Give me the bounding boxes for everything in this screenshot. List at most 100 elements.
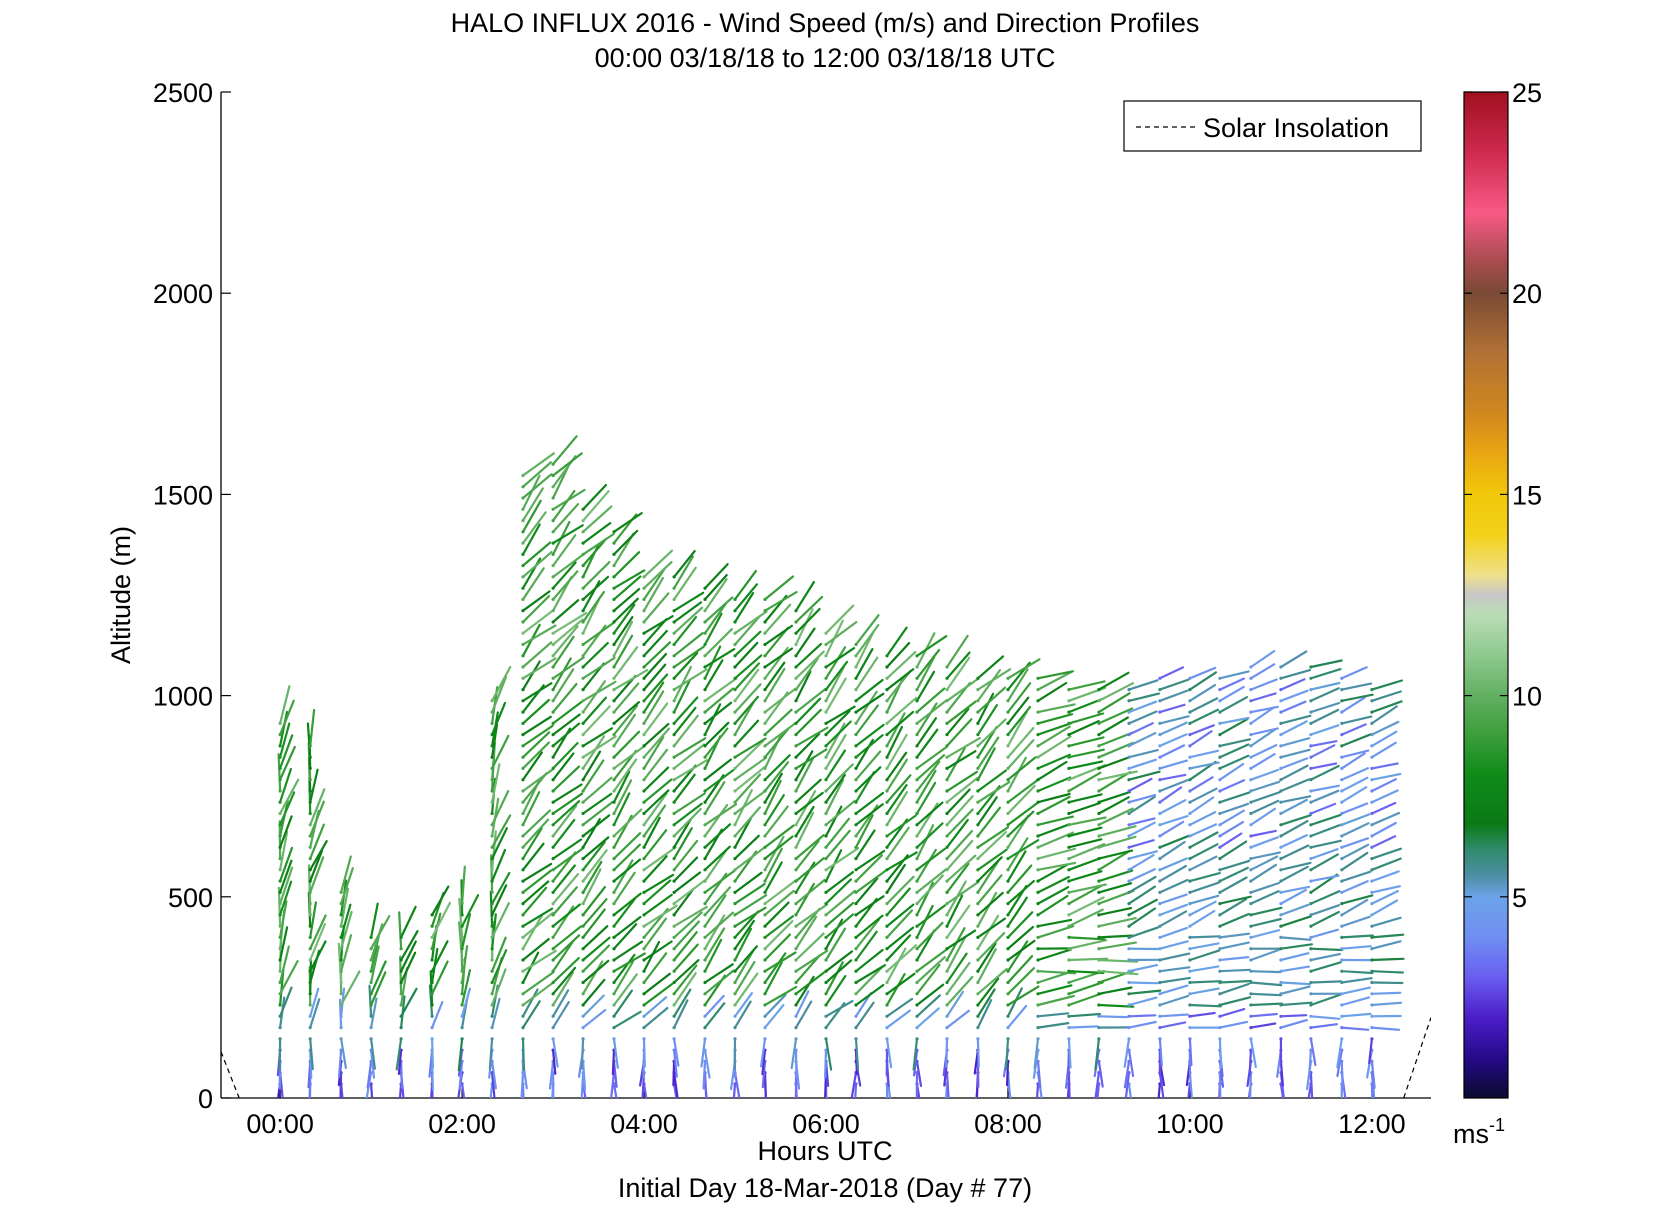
wind-vector-tail bbox=[642, 1003, 646, 1007]
wind-vector bbox=[458, 897, 464, 939]
wind-vector bbox=[1036, 847, 1077, 860]
wind-vector bbox=[1067, 712, 1105, 725]
wind-vector bbox=[794, 954, 821, 984]
wind-vector-tail bbox=[945, 890, 949, 895]
wind-vector bbox=[794, 757, 815, 793]
wind-vector-tail bbox=[854, 789, 858, 793]
y-tick-label: 2000 bbox=[153, 279, 213, 309]
wind-vector-tail bbox=[612, 992, 616, 996]
wind-vector-tail bbox=[521, 676, 525, 680]
wind-vector bbox=[1127, 898, 1158, 917]
wind-vector bbox=[1218, 866, 1249, 883]
wind-vector-tail bbox=[278, 992, 282, 996]
wind-vector-tail bbox=[642, 688, 646, 692]
wind-vector bbox=[915, 824, 935, 860]
wind-vector bbox=[1067, 856, 1103, 871]
wind-vector-tail bbox=[551, 462, 555, 466]
wind-vector-tail bbox=[490, 800, 494, 804]
wind-vector-tail bbox=[1036, 699, 1040, 703]
wind-vector-tail bbox=[521, 654, 525, 658]
wind-vector-tail bbox=[521, 868, 525, 872]
wind-vector bbox=[521, 541, 552, 567]
wind-vector-tail bbox=[854, 665, 858, 669]
wind-vector-tail bbox=[490, 868, 494, 872]
wind-vector-tail bbox=[1188, 800, 1192, 804]
wind-vector bbox=[1036, 670, 1073, 691]
wind-vector bbox=[1067, 698, 1103, 714]
wind-vector-tail bbox=[824, 789, 828, 793]
wind-vector bbox=[612, 859, 634, 894]
wind-vector bbox=[461, 894, 480, 928]
wind-vector-tail bbox=[490, 1014, 494, 1018]
wind-vector-tail bbox=[430, 935, 434, 940]
wind-vector bbox=[521, 1000, 541, 1029]
wind-vector bbox=[824, 620, 858, 646]
wind-vector-tail bbox=[1370, 1003, 1374, 1007]
wind-vector-tail bbox=[1249, 935, 1253, 940]
wind-vector-tail bbox=[278, 969, 282, 973]
wind-vector-tail bbox=[824, 823, 828, 827]
wind-vector bbox=[1370, 679, 1404, 691]
wind-vector bbox=[885, 758, 909, 793]
wind-vector-tail bbox=[1036, 913, 1040, 917]
wind-vector-tail bbox=[733, 902, 737, 906]
wind-vector-tail bbox=[1158, 834, 1162, 838]
wind-vector bbox=[612, 897, 637, 928]
wind-vector bbox=[703, 573, 728, 601]
wind-vector bbox=[1158, 678, 1190, 691]
wind-vector-tail bbox=[1067, 980, 1071, 985]
wind-vector-tail bbox=[1188, 676, 1192, 680]
wind-vector bbox=[1309, 701, 1341, 714]
wind-vector bbox=[1097, 906, 1133, 917]
wind-vector bbox=[1370, 991, 1402, 995]
wind-vector bbox=[854, 647, 874, 680]
wind-vector-tail bbox=[1279, 721, 1283, 726]
wind-vector-tail bbox=[1127, 699, 1131, 703]
wind-vector-tail bbox=[885, 811, 889, 816]
wind-vector bbox=[1309, 744, 1336, 759]
wind-vector-tail bbox=[1097, 744, 1101, 748]
wind-vector-tail bbox=[581, 845, 585, 849]
wind-vector-tail bbox=[1067, 811, 1071, 816]
wind-vector bbox=[1218, 743, 1250, 759]
wind-vector-tail bbox=[551, 879, 555, 883]
wind-vector-tail bbox=[763, 597, 767, 602]
wind-vector bbox=[915, 717, 938, 748]
wind-vector bbox=[945, 770, 979, 793]
wind-vector-tail bbox=[1279, 879, 1283, 883]
wind-vector bbox=[733, 1000, 752, 1029]
wind-vector bbox=[551, 435, 578, 466]
wind-vector bbox=[915, 847, 947, 871]
wind-vector-tail bbox=[672, 800, 676, 804]
wind-vector-tail bbox=[854, 710, 858, 714]
wind-vector-tail bbox=[490, 980, 494, 985]
wind-vector bbox=[854, 983, 885, 1007]
wind-vector bbox=[976, 917, 1007, 939]
wind-vector-tail bbox=[1158, 811, 1162, 816]
wind-vector-tail bbox=[976, 1026, 980, 1030]
wind-vector-tail bbox=[1006, 857, 1010, 861]
wind-vector-tail bbox=[1218, 688, 1222, 692]
wind-vector bbox=[850, 1071, 858, 1098]
wind-vector bbox=[1370, 847, 1403, 860]
wind-vector-tail bbox=[885, 710, 889, 714]
wind-vector-tail bbox=[1097, 1014, 1101, 1018]
wind-vector bbox=[642, 952, 668, 984]
wind-vector-tail bbox=[976, 778, 980, 782]
wind-vector-tail bbox=[521, 485, 525, 489]
wind-vector-tail bbox=[976, 721, 980, 726]
wind-vector-tail bbox=[1158, 778, 1162, 782]
wind-vector bbox=[521, 641, 553, 669]
wind-vector-tail bbox=[1097, 969, 1101, 973]
wind-vector-tail bbox=[1067, 789, 1071, 793]
wind-vector-tail bbox=[1188, 902, 1192, 906]
wind-vector-tail bbox=[642, 631, 646, 635]
wind-vector bbox=[370, 1048, 376, 1079]
wind-vector-tail bbox=[308, 823, 312, 827]
wind-vector bbox=[703, 602, 728, 635]
wind-vector bbox=[431, 885, 450, 917]
wind-vector-tail bbox=[1218, 902, 1222, 906]
wind-vector-tail bbox=[308, 834, 312, 838]
wind-vector-tail bbox=[1279, 857, 1283, 861]
wind-vector-tail bbox=[672, 676, 676, 680]
